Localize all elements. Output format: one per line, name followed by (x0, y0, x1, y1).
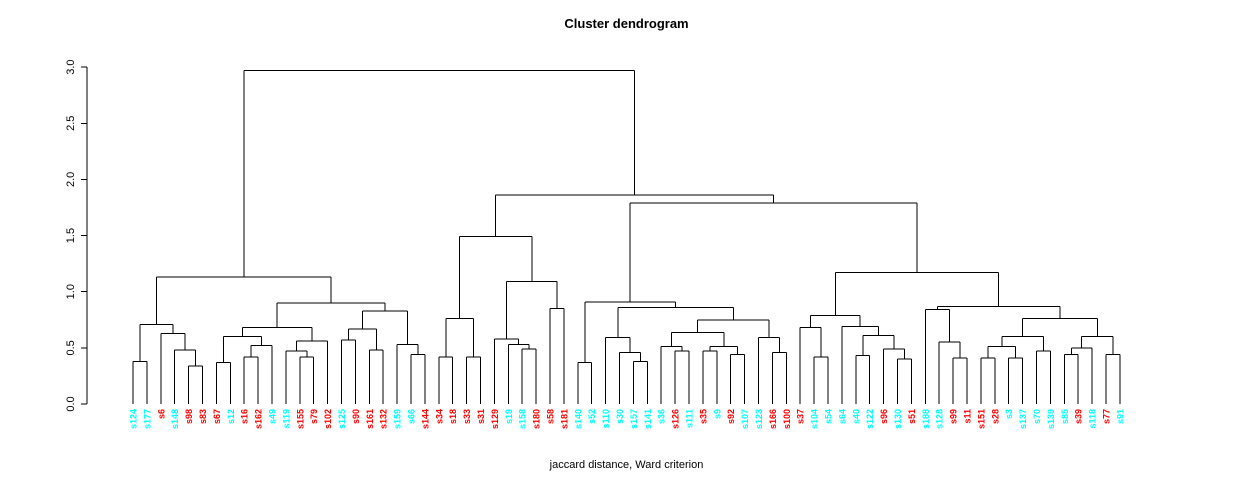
leaf-label: s118 (1088, 409, 1098, 429)
leaf-label: s98 (184, 409, 194, 424)
leaf-label: s104 (810, 409, 820, 429)
y-tick-label: 1.5 (65, 228, 77, 243)
leaf-label: s70 (1032, 409, 1042, 424)
leaf-label: s11 (963, 409, 973, 424)
leaf-label: s122 (865, 409, 875, 429)
leaf-label: s79 (309, 409, 319, 424)
y-tick-label: 0.0 (65, 396, 77, 411)
leaf-label: s51 (907, 409, 917, 424)
leaf-label: s28 (990, 409, 1000, 424)
leaf-label: s140 (573, 409, 583, 429)
leaf-label: s39 (1074, 409, 1084, 424)
leaf-label: s52 (587, 409, 597, 424)
leaf-label: s144 (420, 409, 430, 429)
leaf-label: s9 (712, 409, 722, 419)
leaf-label: s159 (393, 409, 403, 429)
leaf-label: s107 (740, 409, 750, 429)
leaf-label: s19 (504, 409, 514, 424)
leaf-label: s102 (323, 409, 333, 429)
page-title: Cluster dendrogram (564, 16, 689, 31)
leaf-label: s130 (893, 409, 903, 429)
leaf-label: s37 (796, 409, 806, 424)
leaf-label: s111 (685, 409, 695, 428)
leaf-label: s188 (921, 409, 931, 429)
y-tick-label: 3.0 (65, 59, 77, 74)
leaf-label: s54 (824, 409, 834, 424)
leaf-label: s3 (1004, 409, 1014, 419)
leaf-label: s64 (837, 409, 847, 424)
leaf-label: s148 (170, 409, 180, 429)
leaf-label: s91 (1115, 409, 1125, 424)
leaf-label: s77 (1102, 409, 1112, 424)
leaf-label: s128 (935, 409, 945, 429)
leaf-label: s67 (212, 409, 222, 424)
leaf-label: s157 (629, 409, 639, 429)
leaf-label: s85 (1060, 409, 1070, 424)
leaf-label: s155 (295, 409, 305, 429)
leaf-label: s126 (671, 409, 681, 429)
y-tick-label: 0.5 (65, 340, 77, 355)
leaf-label: s129 (490, 409, 500, 429)
leaf-label: s181 (559, 409, 569, 429)
leaf-label: s18 (448, 409, 458, 424)
leaf-label: s6 (156, 409, 166, 419)
leaf-label: s31 (476, 409, 486, 424)
leaf-label: s16 (240, 409, 250, 424)
leaf-label: s177 (142, 409, 152, 429)
leaf-label: s110 (601, 409, 611, 429)
leaf-label: s66 (407, 409, 417, 424)
leaf-label: s158 (518, 409, 528, 429)
leaf-label: s92 (726, 409, 736, 424)
leaf-label: s132 (379, 409, 389, 429)
leaf-label: s180 (532, 409, 542, 429)
leaf-label: s119 (281, 409, 291, 429)
leaf-label: s125 (337, 409, 347, 429)
leaf-label: s99 (949, 409, 959, 424)
leaf-label: s123 (754, 409, 764, 429)
leaf-label: s139 (1046, 409, 1056, 429)
leaf-label: s58 (546, 409, 556, 424)
leaf-label: s40 (851, 409, 861, 424)
leaf-label: s137 (1018, 409, 1028, 429)
leaf-label: s100 (782, 409, 792, 429)
leaf-label: s35 (698, 409, 708, 424)
leaf-label: s33 (462, 409, 472, 424)
leaf-label: s162 (254, 409, 264, 429)
leaf-label: s30 (615, 409, 625, 424)
leaf-label: s166 (768, 409, 778, 429)
y-tick-label: 1.0 (65, 284, 77, 299)
leaf-label: s151 (976, 409, 986, 429)
x-axis-label: jaccard distance, Ward criterion (549, 459, 704, 471)
y-tick-label: 2.0 (65, 172, 77, 187)
leaf-label: s34 (434, 409, 444, 424)
leaf-label: s36 (657, 409, 667, 424)
leaf-label: s90 (351, 409, 361, 424)
leaf-label: s83 (198, 409, 208, 424)
leaf-label: s12 (226, 409, 236, 424)
leaf-label: s49 (268, 409, 278, 424)
leaf-label: s161 (365, 409, 375, 429)
leaf-label: s141 (643, 409, 653, 429)
leaf-label: s96 (879, 409, 889, 424)
leaf-label: s124 (129, 409, 139, 429)
y-tick-label: 2.5 (65, 116, 77, 131)
